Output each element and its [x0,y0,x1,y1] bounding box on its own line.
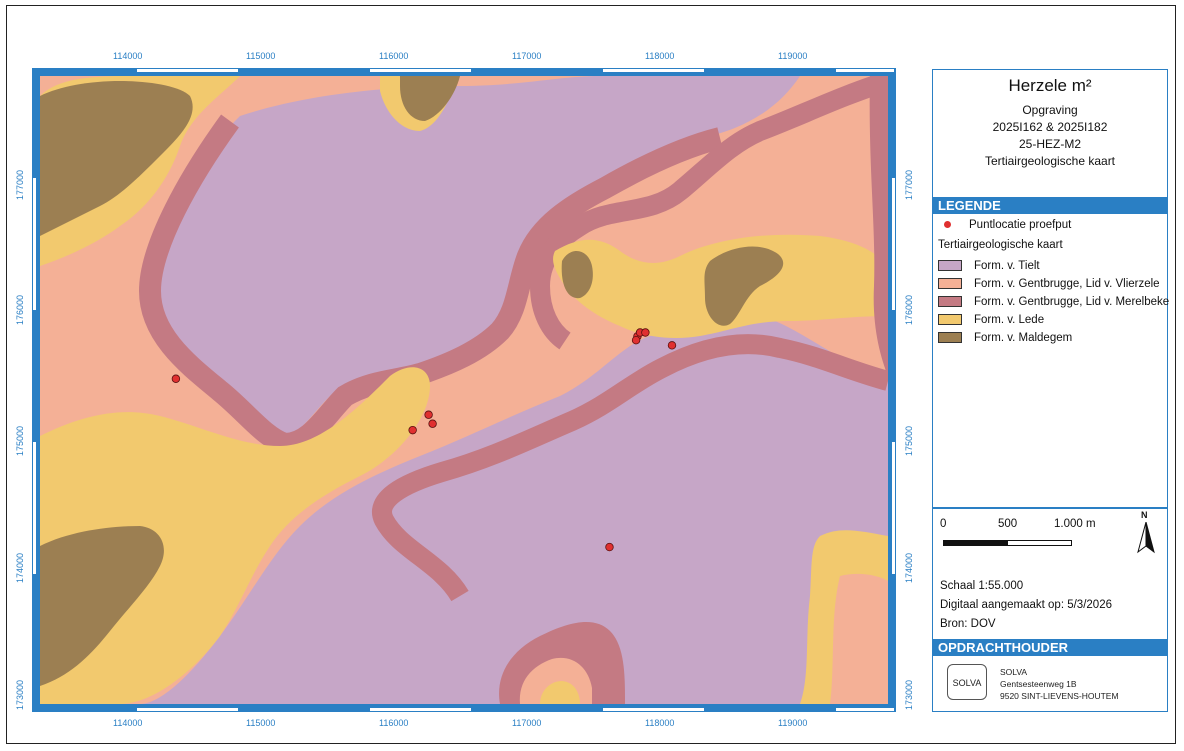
x-tick-top: 115000 [246,51,276,61]
x-tick-bottom: 119000 [778,718,808,728]
y-tick-left: 176000 [15,294,26,326]
legend-item: Form. v. Gentbrugge, Lid v. Merelbeke [938,295,1169,310]
y-tick-left: 175000 [15,425,26,457]
y-tick-right: 175000 [904,425,915,457]
legend-item: Form. v. Maldegem [938,331,1072,346]
survey-point[interactable] [605,542,614,552]
legend-label: Form. v. Gentbrugge, Lid v. Vlierzele [974,278,1160,290]
legend-label: Form. v. Maldegem [974,332,1073,344]
north-label: N [1141,510,1148,520]
address-line: 9520 SINT-LIEVENS-HOUTEM [1000,691,1119,701]
subtitle-line: Tertiairgeologische kaart [984,154,1116,168]
x-tick-bottom: 118000 [645,718,675,728]
legend-item: Form. v. Lede [938,313,1044,328]
divider [932,507,1168,509]
address-line: SOLVA [1000,667,1028,677]
survey-point[interactable] [667,341,677,350]
x-tick-top: 119000 [778,51,808,61]
address-block: SOLVA Gentsesteenweg 1B 9520 SINT-LIEVEN… [1000,666,1119,702]
title-block: Herzele m² Opgraving 2025I162 & 2025I182… [932,72,1168,170]
legend-label: Form. v. Gentbrugge, Lid v. Merelbeke [974,296,1170,308]
swatch-maldegem [938,332,962,344]
survey-points [171,328,677,552]
page-border [6,5,1176,744]
survey-point[interactable] [171,374,181,383]
survey-point[interactable] [424,410,433,419]
legend-panel [932,69,1168,712]
x-tick-bottom: 117000 [512,718,542,728]
geology-map[interactable] [40,76,888,704]
survey-point[interactable] [408,425,417,435]
group-label: Tertiairgeologische kaart [938,239,1063,251]
y-tick-right: 173000 [904,679,915,711]
scale-label-500: 500 [998,518,1018,530]
x-tick-top: 116000 [379,51,409,61]
x-tick-top: 118000 [645,51,675,61]
swatch-tielt [938,260,962,272]
address-line: Gentsesteenweg 1B [1000,679,1077,689]
y-tick-left: 174000 [15,552,26,584]
x-tick-bottom: 115000 [246,718,276,728]
swatch-merelbeke [938,296,962,308]
y-tick-right: 174000 [904,552,915,584]
scale-label-0: 0 [940,518,947,530]
survey-point[interactable] [631,336,641,345]
x-tick-top: 114000 [113,51,143,61]
map-title: Herzele m² [1008,76,1092,95]
y-tick-left: 173000 [15,679,26,711]
y-tick-right: 177000 [904,169,915,201]
survey-point[interactable] [641,328,650,337]
x-tick-bottom: 114000 [113,718,143,728]
subtitle-line: 2025I162 & 2025I182 [992,120,1108,134]
swatch-vlierzele [938,278,962,290]
x-tick-top: 117000 [512,51,542,61]
north-arrow-icon [1137,522,1155,554]
subtitle-line: 25-HEZ-M2 [1018,137,1081,151]
client-header: OPDRACHTHOUDER [932,639,1168,656]
swatch-lede [938,314,962,326]
legend-label: Form. v. Lede [974,314,1045,326]
legend-point-entry: Puntlocatie proefput [938,218,1071,233]
solva-logo: SOLVA [947,664,987,700]
legend-item: Form. v. Tielt [938,259,1040,274]
scale-bar [943,540,1072,546]
legend-header: LEGENDE [932,197,1168,214]
subtitle-line: Opgraving [1022,103,1078,117]
scale-label-1000: 1.000 m [1054,518,1096,530]
y-tick-left: 177000 [15,169,26,201]
legend-item: Form. v. Gentbrugge, Lid v. Vlierzele [938,277,1160,292]
legend-label: Form. v. Tielt [974,260,1040,272]
point-label: Puntlocatie proefput [969,219,1072,231]
point-symbol-icon [944,221,951,229]
x-tick-bottom: 116000 [379,718,409,728]
y-tick-right: 176000 [904,294,915,326]
scale-text: Schaal 1:55.000 [940,580,1024,592]
date-text: Digitaal aangemaakt op: 5/3/2026 [940,599,1112,611]
survey-point[interactable] [428,419,437,428]
source-text: Bron: DOV [940,618,996,630]
